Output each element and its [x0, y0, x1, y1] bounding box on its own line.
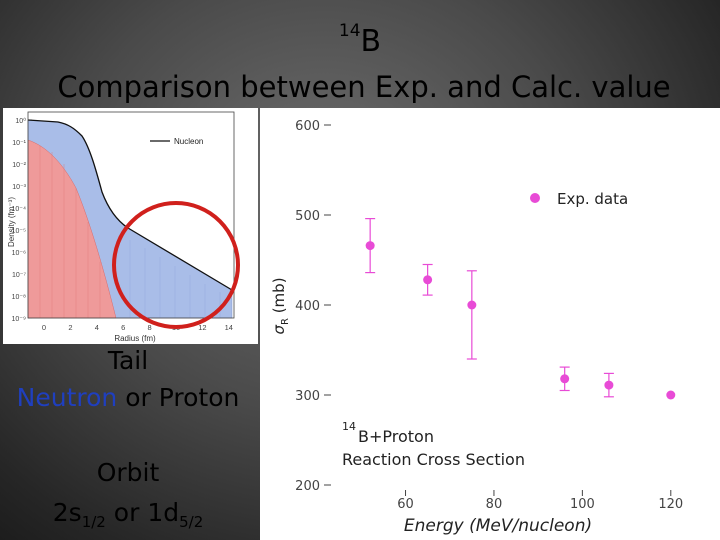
x-tick-label: 100 [570, 497, 595, 512]
y-tick-label: 500 [295, 209, 320, 224]
y-axis-ticks: 200 300 400 500 600 [295, 119, 331, 494]
density-legend-label: Nucleon [174, 137, 203, 146]
data-point [666, 390, 676, 400]
nucleon-curve [27, 119, 233, 291]
proton-label: Proton [158, 383, 240, 412]
density-xlabel: Radius (fm) [114, 334, 156, 343]
data-point [365, 241, 375, 251]
orbit-heading: Orbit [96, 458, 160, 487]
density-ytick-label: 10⁻⁵ [12, 228, 26, 235]
isotope-mass-number: 14 [338, 21, 361, 41]
orbit-2s-sub: 1/2 [81, 513, 106, 531]
data-point [560, 374, 570, 384]
tail-or-text: or [117, 383, 159, 412]
isotope-symbol: B [360, 24, 382, 59]
core-density-fill [27, 139, 117, 319]
chart-background [260, 108, 720, 540]
density-axes-frame [27, 111, 235, 319]
chart-ylabel-symbol: σ [270, 325, 288, 335]
isotope-title: 14B [0, 21, 720, 59]
density-ytick-label: 10⁻⁷ [12, 272, 26, 279]
density-ytick-label: 10⁰ [15, 117, 26, 125]
legend-label: Exp. data [557, 190, 628, 208]
density-xtick-label: 6 [121, 323, 125, 332]
orbit-description: 2s1/2 or 1d5/2 [0, 498, 256, 531]
orbit-1d-main: 1d [147, 498, 180, 527]
y-tick-label: 200 [295, 479, 320, 494]
chart-xlabel: Energy (MeV/nucleon) [404, 516, 592, 536]
density-xtick-label: 2 [68, 323, 72, 332]
tail-description: Neutron or Proton [0, 383, 256, 412]
data-point [604, 380, 614, 390]
data-point [423, 275, 433, 285]
y-tick-label: 600 [295, 119, 320, 134]
slide-title: Comparison between Exp. and Calc. value [57, 70, 671, 104]
chart-ylabel: σR (mb) [270, 277, 291, 334]
orbit-or-text: or [105, 498, 148, 527]
chart-ylabel-unit: (mb) [270, 277, 288, 318]
orbit-1d-label: 1d5/2 [147, 498, 203, 531]
orbit-1d-sub: 5/2 [179, 513, 204, 531]
density-ylabel: Density (fm⁻³) [7, 197, 16, 247]
annotation-line-2: Reaction Cross Section [342, 450, 525, 469]
cross-section-chart: 200 300 400 500 600 60 80 100 120 σR (mb) Energ… [260, 108, 720, 540]
chart-ylabel-sub: R [280, 318, 291, 325]
data-point [467, 300, 477, 310]
x-tick-label: 120 [658, 497, 683, 512]
density-xtick-label: 8 [148, 323, 152, 332]
y-tick-label: 400 [295, 299, 320, 314]
density-ytick-label: 10⁻⁴ [12, 206, 27, 213]
density-ytick-label: 10⁻⁶ [12, 250, 26, 257]
orbit-2s-label: 2s1/2 [52, 498, 106, 531]
density-ytick-label: 10⁻⁸ [12, 294, 26, 301]
density-xtick-label: 14 [225, 323, 233, 332]
x-tick-label: 60 [397, 497, 414, 512]
x-tick-label: 80 [486, 497, 503, 512]
density-xtick-label: 0 [42, 323, 46, 332]
tail-highlight-circle [112, 201, 240, 329]
annotation-mass-number: 14 [342, 420, 356, 433]
legend-marker [530, 193, 540, 203]
density-ytick-label: 10⁻³ [12, 184, 26, 191]
neutron-label: Neutron [16, 383, 118, 412]
core-hatch [39, 146, 101, 318]
y-tick-label: 300 [295, 389, 320, 404]
data-points [365, 218, 676, 400]
tail-heading: Tail [107, 346, 149, 375]
density-plot: 10⁰10⁻¹10⁻²10⁻³10⁻⁴10⁻⁵10⁻⁶10⁻⁷10⁻⁸10⁻⁹ … [3, 108, 258, 344]
density-xtick-label: 4 [95, 323, 99, 332]
annotation-line-1: B+Proton [358, 427, 434, 446]
density-xtick-label: 12 [198, 323, 206, 332]
orbit-2s-main: 2s [52, 498, 82, 527]
density-ytick-label: 10⁻¹ [12, 140, 26, 147]
density-ytick-label: 10⁻⁹ [12, 316, 26, 323]
density-ytick-label: 10⁻² [12, 162, 26, 169]
x-axis-ticks: 60 80 100 120 [397, 490, 683, 512]
